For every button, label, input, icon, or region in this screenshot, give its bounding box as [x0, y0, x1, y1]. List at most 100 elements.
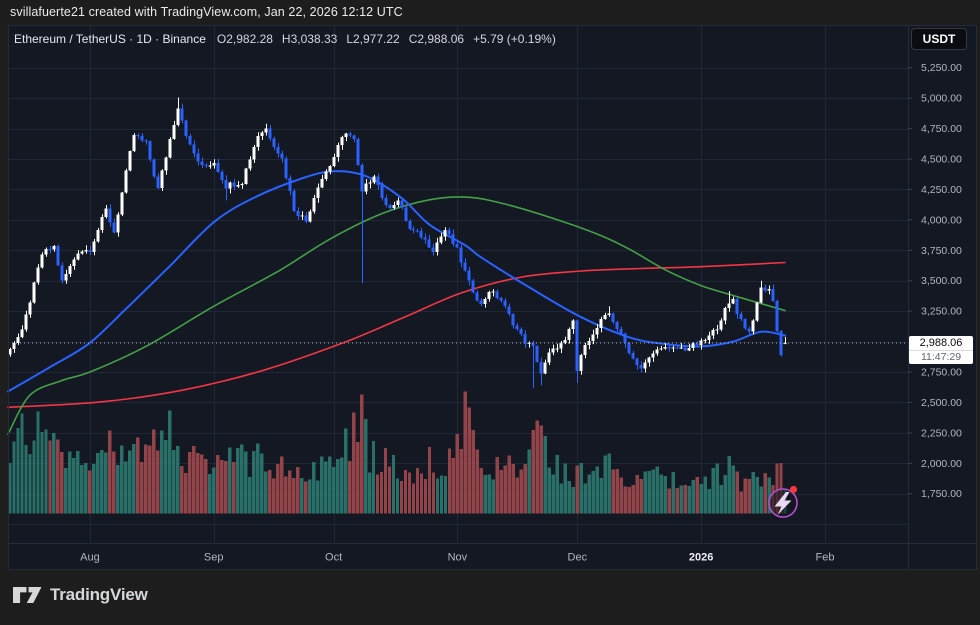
volume-bar — [395, 478, 400, 514]
tradingview-logo[interactable]: TradingView — [13, 585, 148, 605]
candle-body — [631, 352, 635, 359]
candle-body — [400, 200, 404, 208]
volume-bar — [256, 443, 260, 514]
candle-body — [435, 242, 439, 252]
candle-body — [96, 230, 100, 242]
volume-bar — [755, 476, 759, 514]
volume-bar — [427, 447, 432, 514]
candle-body — [260, 132, 264, 136]
last-price-label: 2,988.06 11:47:29 — [909, 336, 973, 364]
volume-bar — [439, 475, 444, 514]
candle-body — [300, 215, 304, 217]
volume-bar — [687, 486, 691, 514]
candle-body — [144, 140, 148, 142]
candle-body — [643, 362, 647, 369]
candle-body — [463, 262, 467, 271]
candle-body — [60, 265, 64, 281]
candle-body — [348, 133, 352, 136]
volume-bar — [387, 466, 392, 514]
volume-bar — [272, 478, 276, 514]
ohlc-close: C2,988.06 — [408, 32, 465, 46]
price-tick-label: 1,750.00 — [921, 488, 962, 500]
candle-body — [495, 291, 499, 299]
candle-body — [411, 229, 415, 231]
volume-bar — [303, 481, 308, 514]
candle-body — [459, 247, 463, 263]
volume-bar — [727, 456, 731, 514]
candle-body — [20, 329, 24, 337]
candle-body — [467, 270, 471, 281]
symbol-legend[interactable]: Ethereum / TetherUS · 1D · Binance O2,98… — [14, 31, 556, 47]
candle-body — [64, 274, 68, 281]
volume-bar — [367, 472, 372, 514]
candle-body — [356, 139, 360, 165]
volume-bar — [128, 450, 132, 514]
volume-bar — [12, 441, 16, 514]
volume-bar — [575, 465, 579, 514]
time-tick-label: Nov — [448, 552, 468, 564]
volume-bar — [631, 485, 635, 514]
volume-bar — [411, 483, 416, 514]
price-tick-label: 2,000.00 — [921, 458, 962, 470]
candle-body — [607, 313, 611, 315]
volume-bar — [363, 418, 368, 514]
candle-body — [280, 153, 284, 159]
volume-bar — [667, 488, 671, 514]
candle-body — [759, 287, 763, 303]
volume-bar — [699, 483, 703, 514]
candle-body — [503, 300, 507, 307]
candle-body — [200, 161, 204, 165]
volume-bar — [539, 425, 543, 514]
volume-bar — [715, 463, 719, 514]
volume-bar — [268, 469, 272, 514]
mid-ma-green — [7, 196, 786, 435]
candle-body — [120, 192, 124, 215]
volume-bar — [535, 420, 539, 514]
volume-bar — [8, 463, 12, 514]
candle-body — [567, 329, 571, 340]
volume-bar — [495, 457, 500, 514]
volume-bar — [723, 474, 727, 514]
candle-body — [707, 335, 711, 340]
candle-body — [775, 300, 779, 331]
candle-body — [176, 108, 180, 125]
volume-bar — [196, 453, 200, 514]
symbol-title[interactable]: Ethereum / TetherUS · 1D · Binance — [14, 32, 206, 46]
currency-toggle-button[interactable]: USDT — [911, 28, 967, 50]
volume-bar — [719, 484, 723, 514]
volume-bar — [120, 445, 124, 514]
volume-bar — [359, 394, 364, 514]
volume-bar — [607, 453, 611, 514]
candle-body — [248, 159, 252, 169]
volume-bar — [635, 475, 639, 514]
slow-ma-red — [7, 261, 786, 409]
candle-body — [404, 207, 408, 221]
volume-bar — [647, 471, 651, 514]
time-tick-label: Sep — [204, 552, 224, 564]
candle-body — [84, 249, 88, 252]
volume-bar — [80, 465, 84, 514]
volume-bar — [132, 444, 136, 514]
candle-body — [703, 339, 707, 341]
candle-body — [36, 267, 40, 283]
candle-body — [368, 182, 372, 184]
quick-alert-badge[interactable] — [768, 485, 798, 518]
candle-body — [232, 182, 236, 187]
candle-body — [739, 314, 743, 320]
volume-bar — [779, 463, 783, 514]
volume-bar — [323, 461, 328, 514]
candle-body — [152, 159, 156, 177]
volume-bar — [307, 479, 312, 514]
volume-bar — [499, 470, 504, 514]
candle-body — [619, 329, 623, 334]
volume-bar — [511, 463, 516, 514]
volume-bar — [675, 488, 679, 514]
candle-body — [116, 214, 120, 233]
candle-body — [156, 176, 160, 189]
candle-body — [455, 244, 459, 248]
volume-bar — [559, 483, 563, 514]
volume-bar — [547, 467, 551, 514]
price-tick-label: 2,250.00 — [921, 427, 962, 439]
volume-bar — [643, 471, 647, 514]
